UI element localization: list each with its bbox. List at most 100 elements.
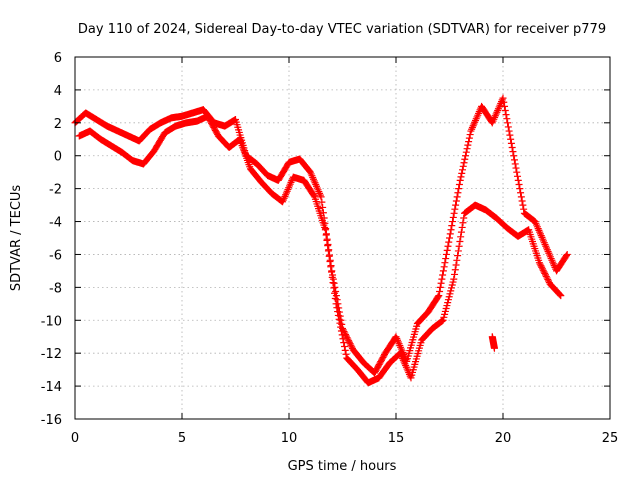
data-marker [449, 218, 457, 226]
data-marker [446, 230, 454, 238]
data-marker [331, 295, 339, 303]
data-marker [461, 155, 469, 163]
data-marker [519, 201, 527, 209]
data-marker [499, 94, 507, 102]
y-tick-label: -2 [49, 183, 62, 198]
data-marker [333, 296, 341, 304]
data-marker [439, 316, 447, 324]
data-marker [510, 156, 518, 164]
data-marker [454, 247, 462, 255]
data-marker [502, 111, 510, 119]
data-marker [505, 127, 513, 135]
data-marker [509, 148, 517, 156]
data-marker [319, 203, 327, 211]
data-marker [443, 302, 451, 310]
data-marker [541, 269, 549, 277]
data-marker [443, 246, 451, 254]
data-marker [337, 327, 345, 335]
data-marker [541, 271, 549, 279]
y-tick-label: 2 [54, 117, 62, 132]
x-axis-label: GPS time / hours [288, 459, 397, 474]
x-tick-label: 10 [281, 431, 298, 446]
data-marker [339, 335, 347, 343]
data-marker [334, 308, 342, 316]
y-tick-label: -4 [49, 216, 62, 231]
data-marker [330, 284, 338, 292]
data-marker [448, 222, 456, 230]
y-tick-label: -10 [41, 314, 62, 329]
data-marker [310, 192, 318, 200]
data-marker [434, 293, 442, 301]
y-tick-label: -8 [49, 281, 62, 296]
data-marker [331, 289, 339, 297]
y-tick-label: 0 [54, 150, 62, 165]
data-marker [341, 346, 349, 354]
x-tick-label: 15 [388, 431, 405, 446]
data-marker [504, 119, 512, 127]
data-marker [507, 135, 515, 143]
data-marker [438, 275, 446, 283]
data-marker [317, 193, 325, 201]
y-tick-label: -6 [49, 248, 62, 263]
x-tick-label: 20 [495, 431, 512, 446]
data-marker [332, 287, 340, 295]
y-tick-label: 6 [54, 51, 62, 66]
data-marker [444, 242, 452, 250]
data-marker [447, 284, 455, 292]
data-marker [456, 238, 464, 246]
data-marker [452, 201, 460, 209]
data-marker [511, 160, 519, 168]
data-marker [442, 250, 450, 258]
data-marker [437, 279, 445, 287]
data-marker [439, 271, 447, 279]
x-tick-label: 25 [602, 431, 619, 446]
data-marker [458, 169, 466, 177]
data-marker [466, 131, 474, 139]
data-marker [514, 172, 522, 180]
x-tick-label: 0 [71, 431, 79, 446]
data-marker [503, 115, 511, 123]
data-marker [348, 343, 356, 351]
data-marker [465, 138, 473, 146]
axis-ticks [74, 56, 611, 420]
data-marker [458, 223, 466, 231]
data-marker [454, 252, 462, 260]
data-marker [452, 261, 460, 269]
data-marker [460, 214, 468, 222]
data-marker [322, 231, 330, 239]
y-axis-label: SDTVAR / TECUs [9, 185, 24, 292]
data-marker [334, 311, 342, 319]
data-marker [451, 266, 459, 274]
data-marker [555, 290, 563, 298]
y-tick-label: 4 [54, 84, 62, 99]
chart-title: Day 110 of 2024, Sidereal Day-to-day VTE… [78, 22, 606, 37]
data-marker [490, 344, 498, 352]
data-marker [345, 337, 353, 345]
data-marker [520, 205, 528, 213]
data-marker [457, 228, 465, 236]
data-marker [451, 270, 459, 278]
data-marker [459, 162, 467, 170]
data-marker [440, 263, 448, 271]
data-marker [455, 181, 463, 189]
data-marker [456, 176, 464, 184]
data-marker [500, 98, 508, 106]
data-marker [441, 259, 449, 267]
data-marker [347, 341, 355, 349]
data-marker [321, 226, 329, 234]
data-marker [441, 307, 449, 315]
data-marker [452, 197, 460, 205]
data-marker [538, 263, 546, 271]
data-marker [442, 255, 450, 263]
data-marker [563, 250, 571, 258]
data-marker [329, 279, 337, 287]
data-marker [510, 152, 518, 160]
data-marker [446, 234, 453, 242]
data-marker [340, 339, 348, 347]
data-marker [335, 315, 343, 323]
data-marker [346, 340, 354, 348]
data-marker [543, 274, 551, 282]
data-marker [462, 152, 470, 160]
data-marker [457, 233, 465, 241]
